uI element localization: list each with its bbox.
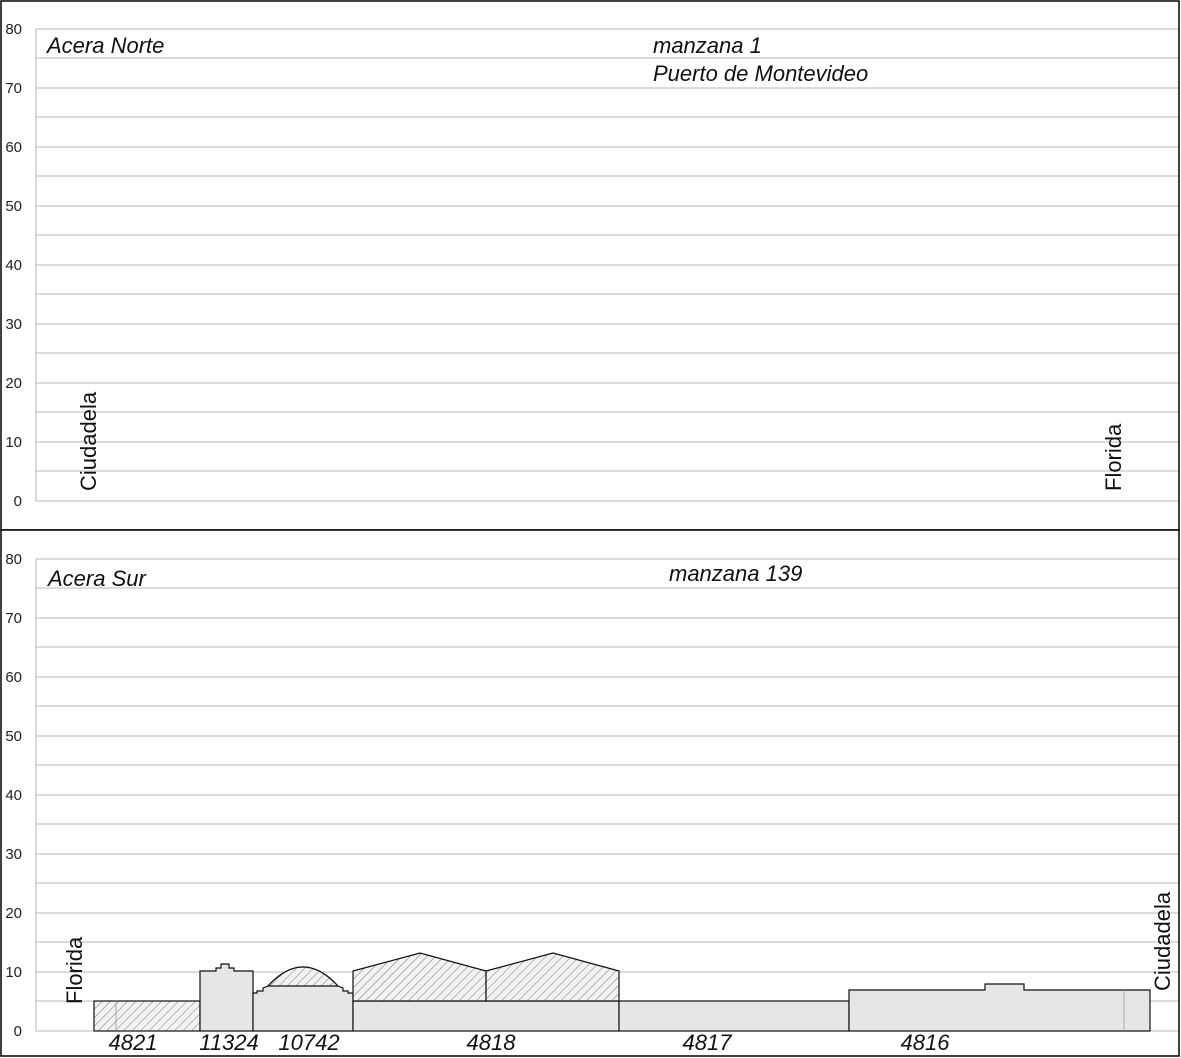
y-tick-label: 50 (5, 198, 22, 215)
facade-11324 (199, 963, 254, 1032)
panel-norte-street-right: Florida (1101, 423, 1126, 491)
facade-4817 (618, 1000, 850, 1032)
y-tick-label: 10 (5, 434, 22, 451)
y-tick-label: 40 (5, 257, 22, 274)
building-facades (93, 952, 1151, 1032)
y-tick-label: 20 (5, 375, 22, 392)
facade-4821 (93, 1000, 201, 1032)
lot-labels: 4821 11324 10742 4818 4817 4816 (109, 1030, 951, 1055)
facade-4816 (848, 983, 1151, 1032)
y-tick-label: 30 (5, 316, 22, 333)
y-tick-label: 70 (5, 610, 22, 627)
panel-norte-grid (35, 28, 1178, 502)
y-tick-label: 0 (14, 493, 22, 510)
y-tick-label: 40 (5, 787, 22, 804)
y-tick-label: 80 (5, 21, 22, 38)
lot-label: 10742 (278, 1030, 339, 1055)
panel-sur: 80 70 60 50 40 30 20 10 0 Acera Sur manz… (0, 529, 1180, 1057)
panel-norte-y-axis: 80 70 60 50 40 30 20 10 0 (5, 21, 22, 510)
y-tick-label: 10 (5, 964, 22, 981)
panel-norte-block-label: manzana 1 (653, 33, 762, 58)
panel-sur-title: Acera Sur (46, 566, 147, 591)
lot-label: 4818 (467, 1030, 517, 1055)
panel-norte-title: Acera Norte (45, 33, 164, 58)
y-tick-label: 60 (5, 669, 22, 686)
y-tick-label: 20 (5, 905, 22, 922)
panel-norte-block-sublabel: Puerto de Montevideo (653, 61, 868, 86)
panel-norte-street-left: Ciudadela (76, 391, 101, 491)
panel-sur-y-axis: 80 70 60 50 40 30 20 10 0 (5, 551, 22, 1040)
panel-norte: 80 70 60 50 40 30 20 10 0 Acera Norte ma… (0, 0, 1180, 531)
y-tick-label: 70 (5, 80, 22, 97)
y-tick-label: 50 (5, 728, 22, 745)
y-tick-label: 60 (5, 139, 22, 156)
y-tick-label: 80 (5, 551, 22, 568)
lot-label: 4816 (901, 1030, 951, 1055)
lot-label: 4821 (109, 1030, 158, 1055)
facade-4818-gable-left (352, 952, 487, 1002)
facade-4818-base (352, 1000, 620, 1032)
y-tick-label: 30 (5, 846, 22, 863)
lot-label: 4817 (683, 1030, 733, 1055)
lot-label: 11324 (199, 1030, 259, 1055)
panel-sur-street-right: Ciudadela (1150, 891, 1175, 991)
panel-sur-block-label: manzana 139 (669, 561, 802, 586)
facade-10742-dome (266, 966, 340, 987)
y-tick-label: 0 (14, 1023, 22, 1040)
facade-4818-gable-right (485, 952, 620, 1002)
panel-sur-street-left: Florida (62, 936, 87, 1004)
